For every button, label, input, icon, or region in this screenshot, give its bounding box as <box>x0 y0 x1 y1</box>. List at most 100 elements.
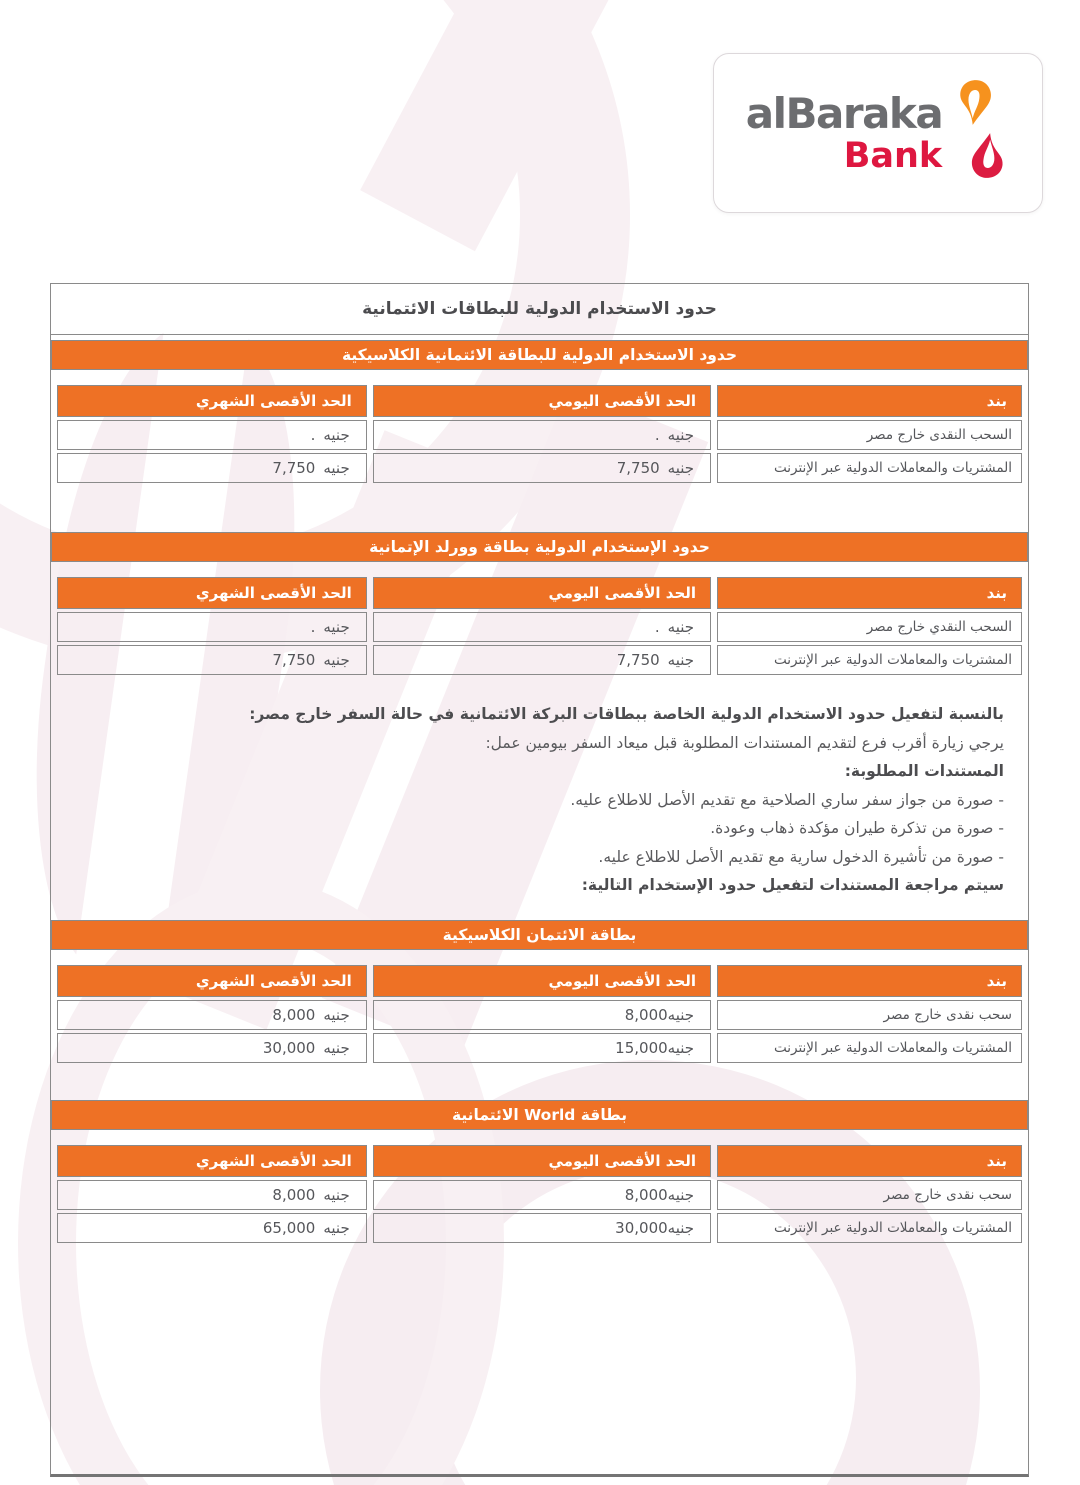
section-banner: حدود الإستخدام الدولية بطاقة وورلد الإتم… <box>51 532 1028 562</box>
col-header-monthly: الحد الأقصى الشهري <box>57 1144 367 1177</box>
limit-value-cell: 65,000 جنيه <box>57 1212 367 1243</box>
amount: 65,000 <box>262 1218 316 1237</box>
sections-bottom: بطاقة الائتمان الكلاسيكية بند الحد الأقصى … <box>51 919 1028 1246</box>
limit-value-cell: جنيه8,000 <box>372 1179 712 1210</box>
limit-item-label: سحب نقدى خارج مصر <box>717 1179 1022 1210</box>
note-line: - صورة من تأشيرة الدخول سارية مع تقديم ا… <box>598 847 1004 866</box>
note-line: سيتم مراجعة المستندات لتفعيل حدود الإستخ… <box>581 876 1004 894</box>
amount: . <box>654 618 660 636</box>
currency-unit: جنيه <box>323 1185 350 1204</box>
limit-item-label: المشتريات والمعاملات الدولية عبر الإنترن… <box>717 1032 1022 1063</box>
limit-value-cell: جنيه15,000 <box>372 1032 712 1063</box>
table-row: المشتريات والمعاملات الدولية عبر الإنترن… <box>57 645 1022 675</box>
watermark-shape <box>436 1168 856 1485</box>
amount: 7,750 <box>616 651 660 669</box>
limit-value-cell: 7,750 جنيه <box>372 645 712 675</box>
bank-logo-card: alBaraka Bank <box>713 53 1043 213</box>
limit-value-cell: 30,000 جنيه <box>57 1032 367 1063</box>
currency-unit: جنيه <box>667 459 695 477</box>
limit-value-cell: . جنيه <box>57 612 367 642</box>
col-header-item: بند <box>717 385 1022 417</box>
limit-value-cell: 8,000 جنيه <box>57 999 367 1030</box>
limit-value-cell: 8,000 جنيه <box>57 1179 367 1210</box>
limit-item-label: سحب نقدى خارج مصر <box>717 999 1022 1030</box>
currency-unit: جنيه <box>667 426 695 444</box>
limit-item-label: المشتريات والمعاملات الدولية عبر الإنترن… <box>717 453 1022 483</box>
col-header-item: بند <box>717 577 1022 609</box>
col-header-daily: الحد الأقصى اليومي <box>372 1144 712 1177</box>
currency-unit: جنيه <box>323 618 350 636</box>
albaraka-drops-icon <box>960 80 1003 178</box>
limit-item-label: السحب النقدي خارج مصر <box>717 612 1022 642</box>
card-limits-section: حدود الإستخدام الدولية بطاقة وورلد الإتم… <box>51 532 1028 678</box>
currency-unit: جنيه <box>323 1038 350 1057</box>
amount: 30,000 <box>615 1218 668 1237</box>
col-header-daily: الحد الأقصى اليومي <box>372 385 712 417</box>
table-header-row: بند الحد الأقصى اليومي الحد الأقصى الشهري <box>57 964 1022 997</box>
limit-value-cell: . جنيه <box>372 612 712 642</box>
currency-unit: جنيه <box>667 1005 695 1024</box>
bank-name-text: alBaraka <box>745 89 944 138</box>
note-line: المستندات المطلوبة: <box>844 762 1004 780</box>
amount: 8,000 <box>624 1005 668 1024</box>
table-header-row: بند الحد الأقصى اليومي الحد الأقصى الشهري <box>57 1144 1022 1177</box>
currency-unit: جنيه <box>667 651 695 669</box>
table-row: المشتريات والمعاملات الدولية عبر الإنترن… <box>57 1212 1022 1243</box>
currency-unit: جنيه <box>323 1218 350 1237</box>
amount: 7,750 <box>272 651 316 669</box>
col-header-daily: الحد الأقصى اليومي <box>372 577 712 609</box>
amount: 15,000 <box>615 1038 668 1057</box>
table-header-row: بند الحد الأقصى اليومي الحد الأقصى الشهري <box>57 385 1022 417</box>
currency-unit: جنيه <box>667 1185 695 1204</box>
currency-unit: جنيه <box>323 1005 350 1024</box>
note-line: يرجي زيارة أقرب فرع لتقديم المستندات الم… <box>485 733 1004 752</box>
note-line: - صورة من تذكرة طيران مؤكدة ذهاب وعودة. <box>710 819 1004 837</box>
note-line: - صورة من جواز سفر ساري الصلاحية مع تقدي… <box>570 790 1004 809</box>
col-header-item: بند <box>717 1144 1022 1177</box>
col-header-monthly: الحد الأقصى الشهري <box>57 385 367 417</box>
currency-unit: جنيه <box>323 651 350 669</box>
note-line: بالنسبة لتفعيل حدود الاستخدام الدولية ال… <box>249 705 1004 723</box>
card-limits-section: بطاقة World الائتمانية بند الحد الأقصى الي… <box>51 1099 1028 1246</box>
limit-value-cell: 7,750 جنيه <box>372 453 712 483</box>
currency-unit: جنيه <box>323 426 350 444</box>
table-row: السحب النقدى خارج مصر. جنيه. جنيه <box>57 420 1022 450</box>
limit-value-cell: 7,750 جنيه <box>57 453 367 483</box>
section-banner: بطاقة World الائتمانية <box>51 1099 1028 1130</box>
card-limits-section: حدود الاستخدام الدولية للبطاقة الائتماني… <box>51 340 1028 486</box>
amount: 7,750 <box>272 459 316 477</box>
col-header-monthly: الحد الأقصى الشهري <box>57 577 367 609</box>
bank-word-text: Bank <box>843 136 943 176</box>
amount: . <box>310 618 316 636</box>
currency-unit: جنيه <box>667 1218 695 1237</box>
table-row: المشتريات والمعاملات الدولية عبر الإنترن… <box>57 453 1022 483</box>
table-row: السحب النقدي خارج مصر. جنيه. جنيه <box>57 612 1022 642</box>
amount: 7,750 <box>616 459 660 477</box>
section-banner: حدود الاستخدام الدولية للبطاقة الائتماني… <box>51 340 1028 370</box>
amount: . <box>310 426 316 444</box>
col-header-daily: الحد الأقصى اليومي <box>372 964 712 997</box>
amount: . <box>654 426 660 444</box>
col-header-monthly: الحد الأقصى الشهري <box>57 964 367 997</box>
currency-unit: جنيه <box>323 459 350 477</box>
limits-table: بند الحد الأقصى اليومي الحد الأقصى الشهري ا… <box>51 574 1028 678</box>
table-row: المشتريات والمعاملات الدولية عبر الإنترن… <box>57 1032 1022 1063</box>
limit-value-cell: . جنيه <box>372 420 712 450</box>
card-limits-section: بطاقة الائتمان الكلاسيكية بند الحد الأقصى … <box>51 919 1028 1066</box>
limit-value-cell: جنيه30,000 <box>372 1212 712 1243</box>
amount: 8,000 <box>272 1005 316 1024</box>
table-header-row: بند الحد الأقصى اليومي الحد الأقصى الشهري <box>57 577 1022 609</box>
limit-item-label: المشتريات والمعاملات الدولية عبر الإنترن… <box>717 645 1022 675</box>
limit-value-cell: . جنيه <box>57 420 367 450</box>
col-header-item: بند <box>717 964 1022 997</box>
section-banner: بطاقة الائتمان الكلاسيكية <box>51 919 1028 950</box>
amount: 8,000 <box>272 1185 316 1204</box>
limit-item-label: المشتريات والمعاملات الدولية عبر الإنترن… <box>717 1212 1022 1243</box>
travel-notes: بالنسبة لتفعيل حدود الاستخدام الدولية ال… <box>51 700 1028 900</box>
sections-top: حدود الاستخدام الدولية للبطاقة الائتماني… <box>51 340 1028 678</box>
currency-unit: جنيه <box>667 1038 695 1057</box>
table-row: سحب نقدى خارج مصر جنيه8,000 8,000 جنيه <box>57 999 1022 1030</box>
currency-unit: جنيه <box>667 618 695 636</box>
limits-table: بند الحد الأقصى اليومي الحد الأقصى الشهري س… <box>51 1142 1028 1246</box>
